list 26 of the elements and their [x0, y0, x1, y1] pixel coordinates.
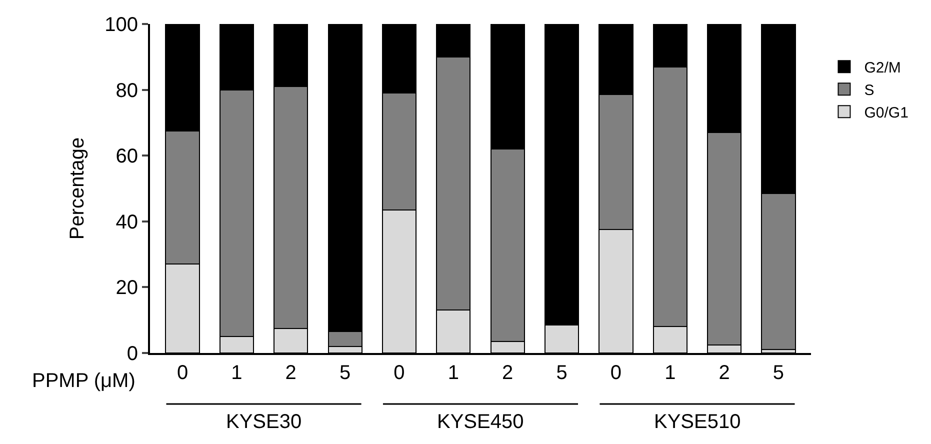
x-tick-label: 5: [339, 362, 351, 384]
text: KYSE30: [226, 411, 302, 433]
legend-label: G2/M: [864, 59, 901, 76]
x-tick-label: 1: [448, 362, 459, 384]
y-tick-label: 40: [116, 211, 138, 234]
y-axis-title: Percentage: [66, 137, 89, 240]
x-tick-label: 0: [610, 362, 622, 384]
x-tick-label: 2: [285, 362, 296, 384]
x-tick-label: 2: [502, 362, 514, 384]
legend-label: G0/G1: [864, 104, 908, 122]
x-tick-label: 0: [176, 362, 188, 384]
x-tick-label: 2: [718, 362, 730, 384]
x-tick-label: 1: [231, 362, 242, 384]
x-tick-label: 0: [394, 362, 405, 384]
x-tick-label: 1: [664, 362, 676, 384]
y-tick-label: 80: [116, 80, 138, 102]
y-tick-label: 20: [116, 277, 138, 300]
x-tick-label: 5: [556, 362, 568, 384]
legend-label: S: [864, 82, 874, 99]
y-tick-label: 100: [104, 14, 138, 36]
text: KYSE510: [654, 411, 741, 433]
x-axis-title: PPMP (μM): [32, 370, 136, 392]
text: KYSE450: [437, 411, 524, 433]
y-tick-label: 60: [116, 146, 138, 168]
x-tick-label: 5: [772, 362, 784, 384]
y-tick-label: 0: [126, 343, 138, 365]
